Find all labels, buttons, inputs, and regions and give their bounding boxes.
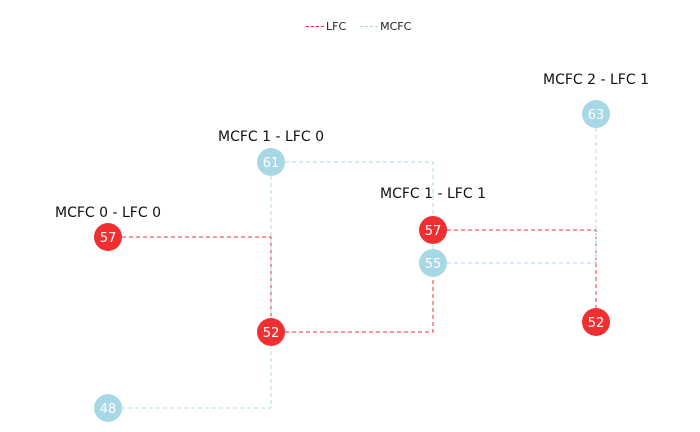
node-0[interactable]: 57 [94,223,122,251]
node-value-1: 61 [263,156,280,171]
nodes: 57 61 52 48 57 55 63 52 [94,100,610,422]
edge-lfc-3 [271,263,434,333]
node-7[interactable]: 52 [582,308,610,336]
legend-line-lfc [306,25,324,27]
node-4[interactable]: 57 [419,216,447,244]
edge-mcfc-1 [108,162,272,409]
legend-item-lfc[interactable]: LFC [306,20,346,33]
legend-label-mcfc: MCFC [380,19,412,33]
legend-line-mcfc [360,25,379,27]
legend: LFC MCFC [306,18,425,34]
node-value-5: 55 [425,257,442,272]
node-circle-4 [419,216,447,244]
legend-label-lfc: LFC [326,19,347,33]
edge-mcfc-2 [271,161,434,263]
node-value-0: 57 [100,231,117,246]
group-label-3: MCFC 2 - LFC 1 [543,72,649,88]
node-6[interactable]: 63 [582,100,610,128]
node-value-6: 63 [588,108,605,123]
node-circle-0 [94,223,122,251]
group-label-0: MCFC 0 - LFC 0 [55,205,161,221]
group-label-1: MCFC 1 - LFC 0 [218,129,324,145]
node-circle-2 [257,318,285,346]
node-1[interactable]: 61 [257,148,285,176]
node-value-4: 57 [425,224,442,239]
node-value-7: 52 [588,316,605,331]
edges [108,114,597,409]
node-circle-1 [257,148,285,176]
edge-lfc-0 [108,236,272,332]
node-5[interactable]: 55 [419,249,447,277]
group-label-2: MCFC 1 - LFC 1 [380,186,486,202]
node-value-2: 52 [263,326,280,341]
node-circle-6 [582,100,610,128]
node-value-3: 48 [100,402,117,417]
node-3[interactable]: 48 [94,394,122,422]
edge-mcfc-5 [433,114,597,264]
group-labels: MCFC 0 - LFC 0 MCFC 1 - LFC 0 MCFC 1 - LFC… [55,72,649,221]
node-circle-7 [582,308,610,336]
node-circle-5 [419,249,447,277]
node-circle-3 [94,394,122,422]
edge-lfc-4 [433,229,597,322]
legend-item-mcfc[interactable]: MCFC [360,20,411,33]
node-2[interactable]: 52 [257,318,285,346]
